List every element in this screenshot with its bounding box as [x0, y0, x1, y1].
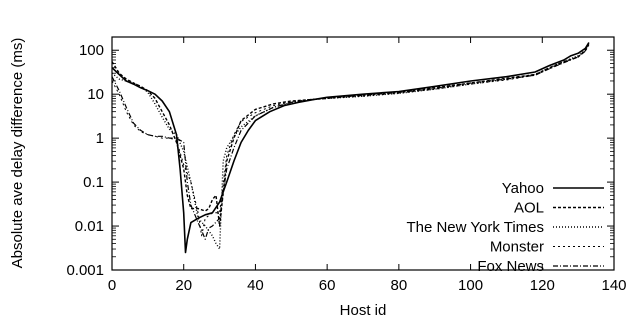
series-line-3 — [112, 43, 590, 250]
series-line-2 — [112, 42, 590, 227]
x-tick-label: 120 — [530, 277, 555, 294]
legend-label-3: The New York Times — [406, 219, 544, 236]
y-tick-label: 1 — [96, 130, 104, 147]
x-tick-label: 0 — [108, 277, 116, 294]
x-tick-label: 140 — [601, 277, 626, 294]
series-line-5 — [112, 44, 590, 240]
y-tick-label: 0.1 — [83, 174, 104, 191]
y-axis-label: Absolute ave delay difference (ms) — [9, 38, 26, 269]
x-tick-label: 40 — [247, 277, 264, 294]
x-tick-label: 20 — [175, 277, 192, 294]
x-axis-label: Host id — [340, 302, 387, 319]
legend-label-2: AOL — [514, 200, 544, 217]
x-tick-label: 80 — [391, 277, 408, 294]
legend-label-4: Monster — [490, 239, 544, 256]
legend: Yahoo AOL The New York Times Monster Fox New… — [406, 180, 604, 275]
y-tick-label: 0.01 — [75, 218, 104, 235]
x-tick-label: 100 — [458, 277, 483, 294]
plot-frame — [111, 36, 615, 271]
y-tick-label: 10 — [87, 86, 104, 103]
x-tick-label: 60 — [319, 277, 336, 294]
legend-label-1: Yahoo — [502, 180, 544, 197]
y-tick-label: 100 — [79, 42, 104, 59]
y-tick-label: 0.001 — [66, 262, 104, 279]
series-line-1 — [112, 42, 590, 254]
legend-label-5: Fox News — [477, 258, 544, 275]
